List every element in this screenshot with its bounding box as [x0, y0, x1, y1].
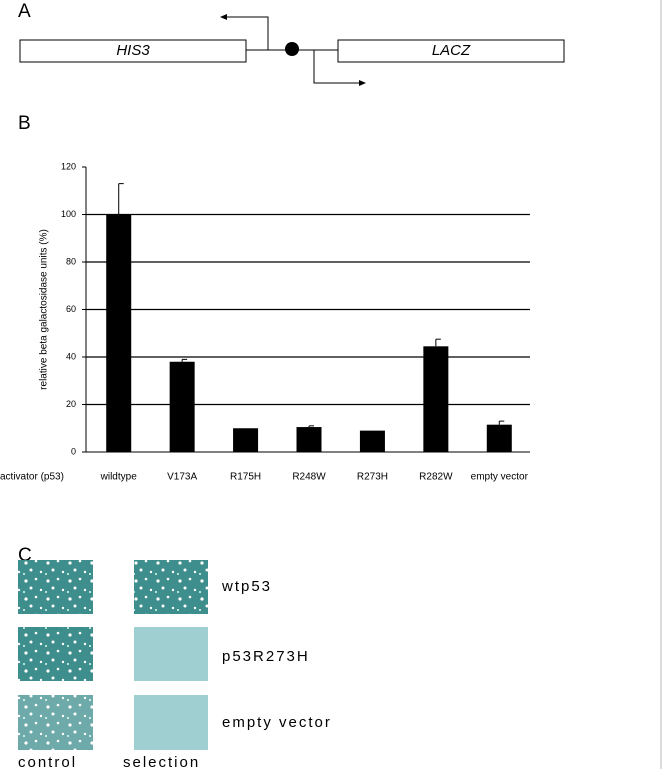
column-label: selection: [123, 754, 200, 769]
bar: [486, 424, 512, 452]
y-axis-label: relative beta galactosidase units (%): [39, 229, 50, 390]
gene-box: [337, 39, 565, 63]
x-tick-label: R175H: [230, 472, 261, 483]
promoter-arrow: [313, 50, 362, 84]
column-label: control: [18, 754, 77, 769]
x-tick-label: empty vector: [471, 472, 529, 483]
bar: [359, 430, 385, 452]
x-tick-label: R282W: [419, 472, 453, 483]
panel-label: A: [18, 1, 31, 22]
plate-image: [18, 695, 93, 750]
arrow-head: [220, 14, 227, 20]
panel-label: B: [18, 113, 31, 134]
x-tick-label: R248W: [292, 472, 326, 483]
bar: [106, 214, 132, 452]
bar: [423, 346, 449, 452]
gene-label: LACZ: [432, 42, 471, 59]
row-label: wtp53: [221, 578, 272, 595]
plate-image: [134, 560, 208, 614]
bar: [169, 361, 195, 452]
y-tick-label: 100: [61, 209, 76, 219]
y-tick-label: 40: [66, 351, 76, 361]
gene-box: [19, 39, 247, 63]
x-tick-label: R273H: [357, 472, 388, 483]
plate-image: [18, 627, 93, 681]
x-axis-label: activator (p53): [0, 472, 64, 483]
y-tick-label: 60: [66, 304, 76, 314]
row-label: p53R273H: [222, 648, 310, 665]
plate-image: [134, 627, 208, 681]
bar: [233, 428, 259, 452]
x-tick-label: wildtype: [100, 472, 138, 483]
gene-label: HIS3: [116, 42, 150, 59]
arrow-head: [359, 80, 366, 86]
bar: [296, 427, 322, 452]
x-tick-label: V173A: [167, 472, 197, 483]
plate-image: [18, 560, 93, 614]
promoter-arrow: [222, 16, 269, 50]
bar-chart: 0 20 40 60 80 100 120 relative beta galactosida…: [0, 161, 530, 483]
plate-image: [134, 695, 208, 750]
response-element: [285, 42, 299, 56]
y-tick-label: 80: [66, 256, 76, 266]
y-tick-label: 20: [66, 399, 76, 409]
y-tick-label: 120: [61, 161, 76, 171]
row-label: empty vector: [222, 714, 332, 731]
y-tick-label: 0: [71, 446, 76, 456]
